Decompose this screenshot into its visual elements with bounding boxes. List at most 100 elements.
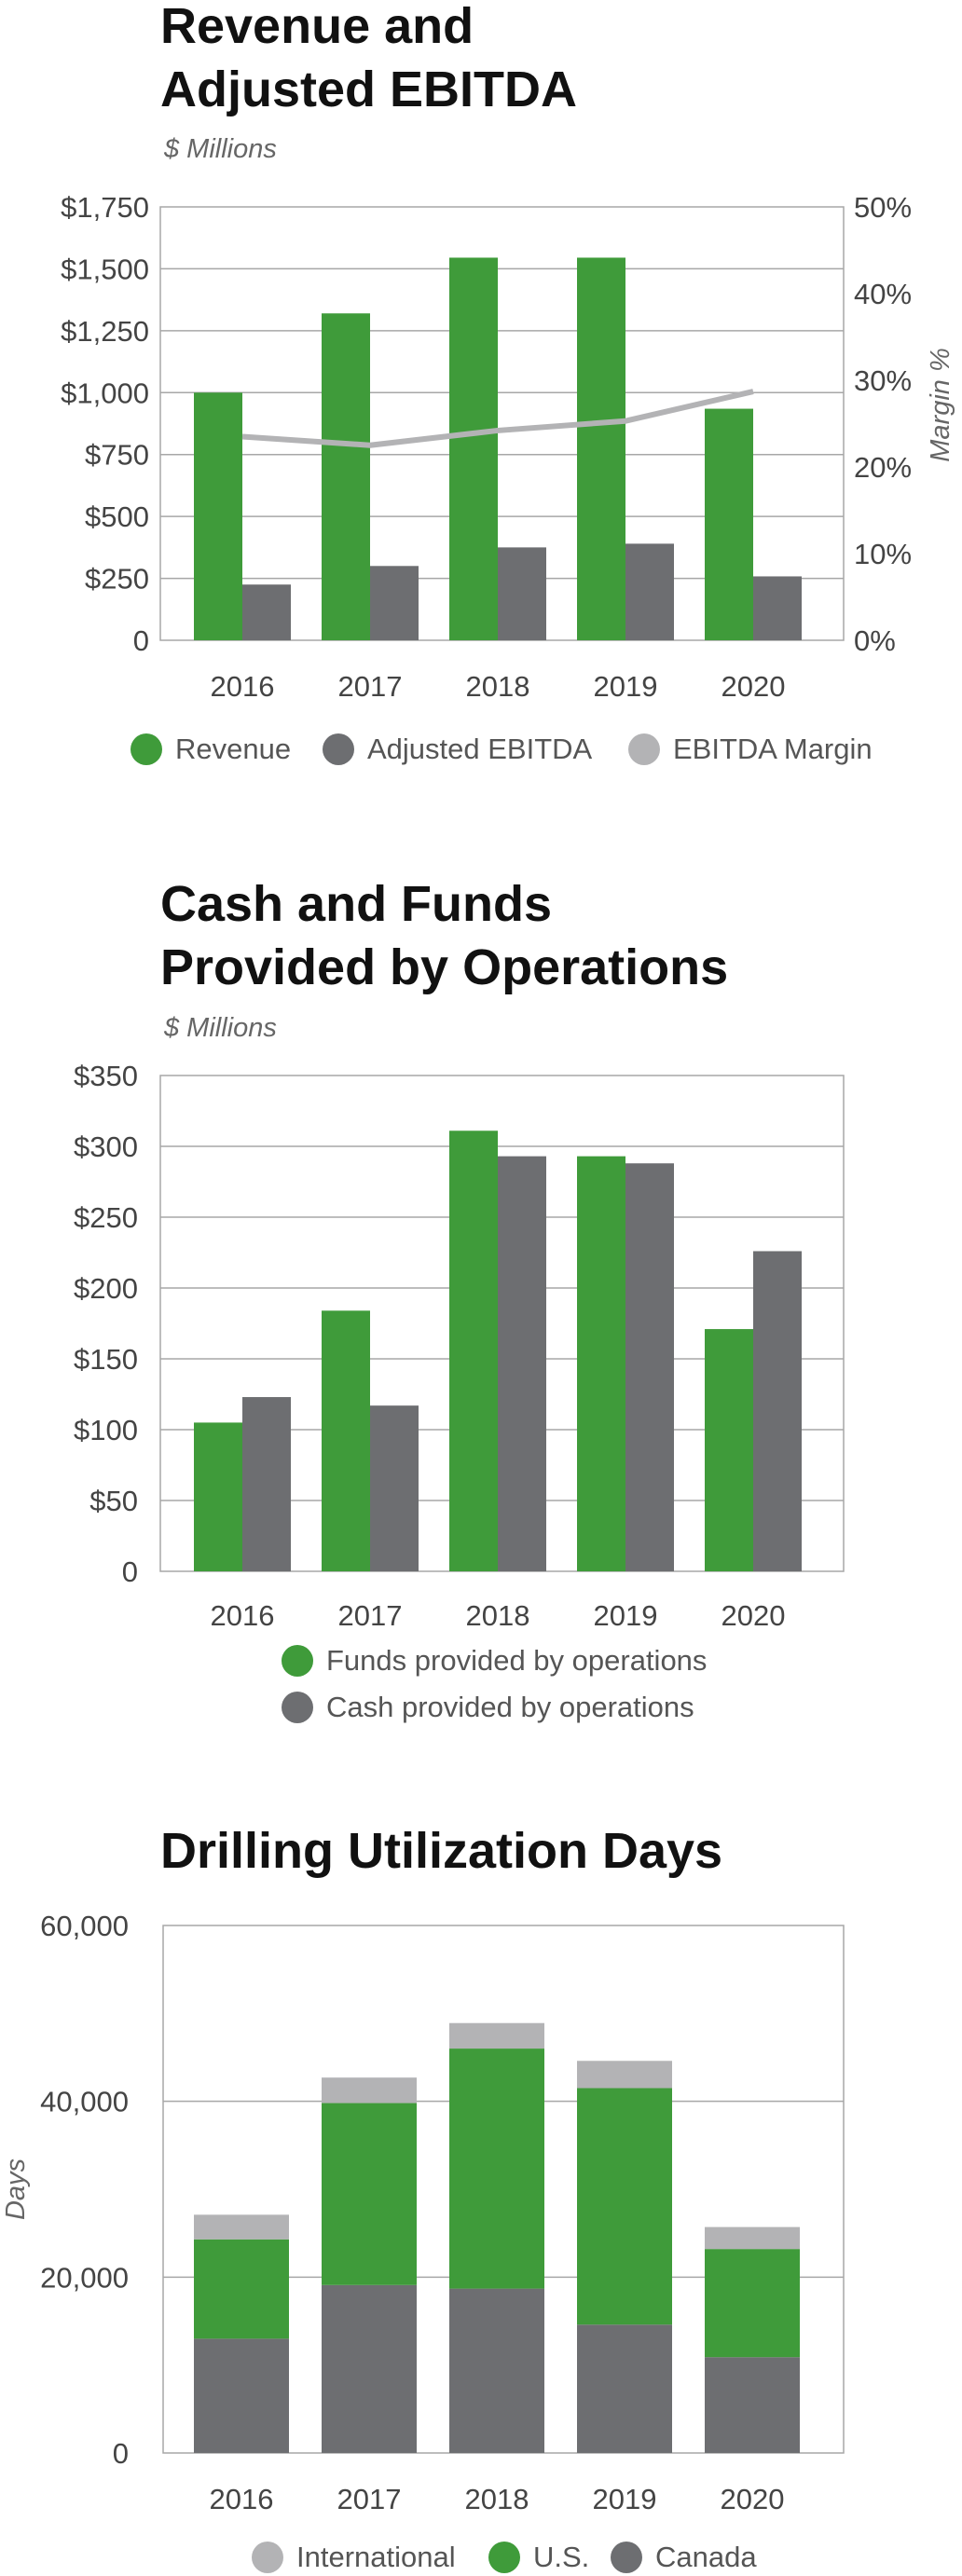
bar-revenue (577, 257, 625, 640)
bar-segment-international (705, 2227, 800, 2250)
bar-adjusted-ebitda (370, 566, 419, 640)
legend-label: Cash provided by operations (326, 1691, 694, 1723)
bar-cash-provided-by-operations (625, 1163, 674, 1571)
x-tick-label: 2016 (210, 2483, 274, 2515)
x-tick-label: 2019 (593, 2483, 657, 2515)
legend-swatch (611, 2542, 642, 2573)
legend-swatch (282, 1692, 313, 1723)
bar-adjusted-ebitda (753, 576, 802, 640)
legend-swatch (488, 2542, 520, 2573)
chart-title-line: Cash and Funds (160, 876, 553, 932)
x-tick-label: 2019 (594, 1599, 658, 1632)
x-tick-label: 2016 (211, 1599, 275, 1632)
bar-segment-u-s (322, 2103, 417, 2285)
revenue-ebitda-chart: 0 $250 $500 $750 $1,000 $1,250 $1,500 $1,750 0% 1… (61, 191, 955, 703)
legend-swatch (131, 733, 162, 765)
legend-swatch (628, 733, 660, 765)
bar-segment-canada (194, 2338, 289, 2453)
legend-item-funds-provided: Funds provided by operations (282, 1644, 707, 1678)
bar-funds-provided-by-operations (449, 1130, 498, 1571)
legend-label: EBITDA Margin (673, 733, 873, 765)
y2-tick-label: 40% (854, 278, 912, 310)
bar-cash-provided-by-operations (370, 1405, 419, 1571)
legend-item-ebitda-margin: EBITDA Margin (628, 733, 873, 766)
y-tick-label: $250 (85, 563, 149, 596)
legend-item-revenue: Revenue (131, 733, 291, 766)
chart-title-line: Adjusted EBITDA (160, 62, 578, 117)
x-tick-label: 2018 (466, 1599, 530, 1632)
y2-tick-label: 0% (854, 624, 896, 657)
bar-cash-provided-by-operations (753, 1251, 802, 1571)
legend-label: International (296, 2541, 456, 2573)
bar-segment-canada (577, 2324, 672, 2453)
bar-segment-u-s (705, 2249, 800, 2358)
legend-item-adjusted-ebitda: Adjusted EBITDA (323, 733, 592, 766)
bar-segment-u-s (577, 2088, 672, 2325)
x-tick-label: 2020 (722, 1599, 786, 1632)
x-tick-label: 2018 (466, 670, 530, 703)
y2-tick-label: 20% (854, 451, 912, 484)
x-tick-label: 2020 (722, 670, 786, 703)
legend-label: Revenue (175, 733, 292, 765)
y-tick-label: 20,000 (40, 2261, 129, 2294)
cash-funds-chart: 0 $50 $100 $150 $200 $250 $300 $350 2016 2017 2018… (74, 1060, 845, 1632)
y2-axis-label: Margin % (926, 348, 955, 462)
legend-item-cash-provided: Cash provided by operations (282, 1691, 694, 1724)
legend-label: Funds provided by operations (326, 1644, 708, 1677)
bar-segment-canada (322, 2284, 417, 2453)
x-tick-label: 2019 (594, 670, 658, 703)
bar-funds-provided-by-operations (194, 1422, 242, 1571)
bar-funds-provided-by-operations (577, 1156, 625, 1571)
legend-item-us: U.S. (488, 2541, 589, 2574)
bar-revenue (194, 392, 242, 640)
chart-title-line: Drilling Utilization Days (160, 1823, 723, 1879)
y-tick-label: $100 (74, 1414, 138, 1446)
chart-subtitle: $ Millions (164, 134, 277, 164)
y-tick-label: $200 (74, 1272, 138, 1305)
bar-cash-provided-by-operations (242, 1397, 291, 1571)
y-tick-label: $250 (74, 1201, 138, 1234)
chart-title-line: Provided by Operations (160, 939, 729, 995)
bar-segment-u-s (449, 2048, 544, 2289)
legend-label: U.S. (533, 2541, 590, 2573)
x-tick-label: 2018 (465, 2483, 529, 2515)
x-tick-label: 2017 (338, 670, 403, 703)
bar-revenue (449, 257, 498, 640)
bar-cash-provided-by-operations (498, 1156, 546, 1571)
y-tick-label: $50 (89, 1485, 138, 1517)
y-tick-label: 0 (113, 2437, 129, 2470)
y-tick-label: 60,000 (40, 1910, 129, 1942)
y-tick-label: $1,500 (61, 253, 149, 285)
y-tick-label: $1,000 (61, 377, 149, 409)
bar-funds-provided-by-operations (322, 1310, 370, 1571)
bar-segment-canada (449, 2288, 544, 2453)
y2-tick-label: 30% (854, 364, 912, 397)
x-tick-label: 2017 (337, 2483, 402, 2515)
bar-adjusted-ebitda (498, 547, 546, 640)
x-tick-label: 2020 (721, 2483, 785, 2515)
y-tick-label: 0 (133, 624, 149, 657)
y-tick-label: $500 (85, 500, 149, 533)
revenue-ebitda-chart-panel: Revenue and Adjusted EBITDA $ Millions 0… (0, 0, 962, 820)
y2-tick-label: 50% (854, 191, 912, 224)
y-tick-label: 40,000 (40, 2086, 129, 2118)
chart-title: Revenue and Adjusted EBITDA (160, 0, 577, 121)
legend-swatch (282, 1645, 313, 1677)
bar-adjusted-ebitda (625, 543, 674, 640)
y-tick-label: $150 (74, 1343, 138, 1376)
y2-tick-label: 10% (854, 538, 912, 570)
bar-segment-international (449, 2022, 544, 2049)
x-tick-label: 2017 (338, 1599, 403, 1632)
bar-revenue (322, 313, 370, 640)
x-tick-label: 2016 (211, 670, 275, 703)
bar-segment-u-s (194, 2239, 289, 2339)
y-tick-label: $1,250 (61, 315, 149, 348)
legend-swatch (323, 733, 354, 765)
chart-title-line: Revenue and (160, 0, 474, 54)
bar-funds-provided-by-operations (705, 1329, 753, 1571)
y-tick-label: $750 (85, 439, 149, 472)
bar-segment-canada (705, 2357, 800, 2453)
chart-title: Drilling Utilization Days (160, 1819, 722, 1883)
y-tick-label: $350 (74, 1060, 138, 1092)
